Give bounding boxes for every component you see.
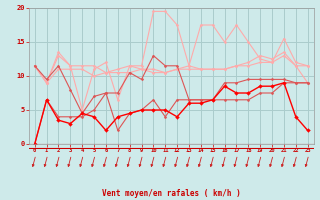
Text: Vent moyen/en rafales ( km/h ): Vent moyen/en rafales ( km/h ) — [102, 189, 241, 198]
